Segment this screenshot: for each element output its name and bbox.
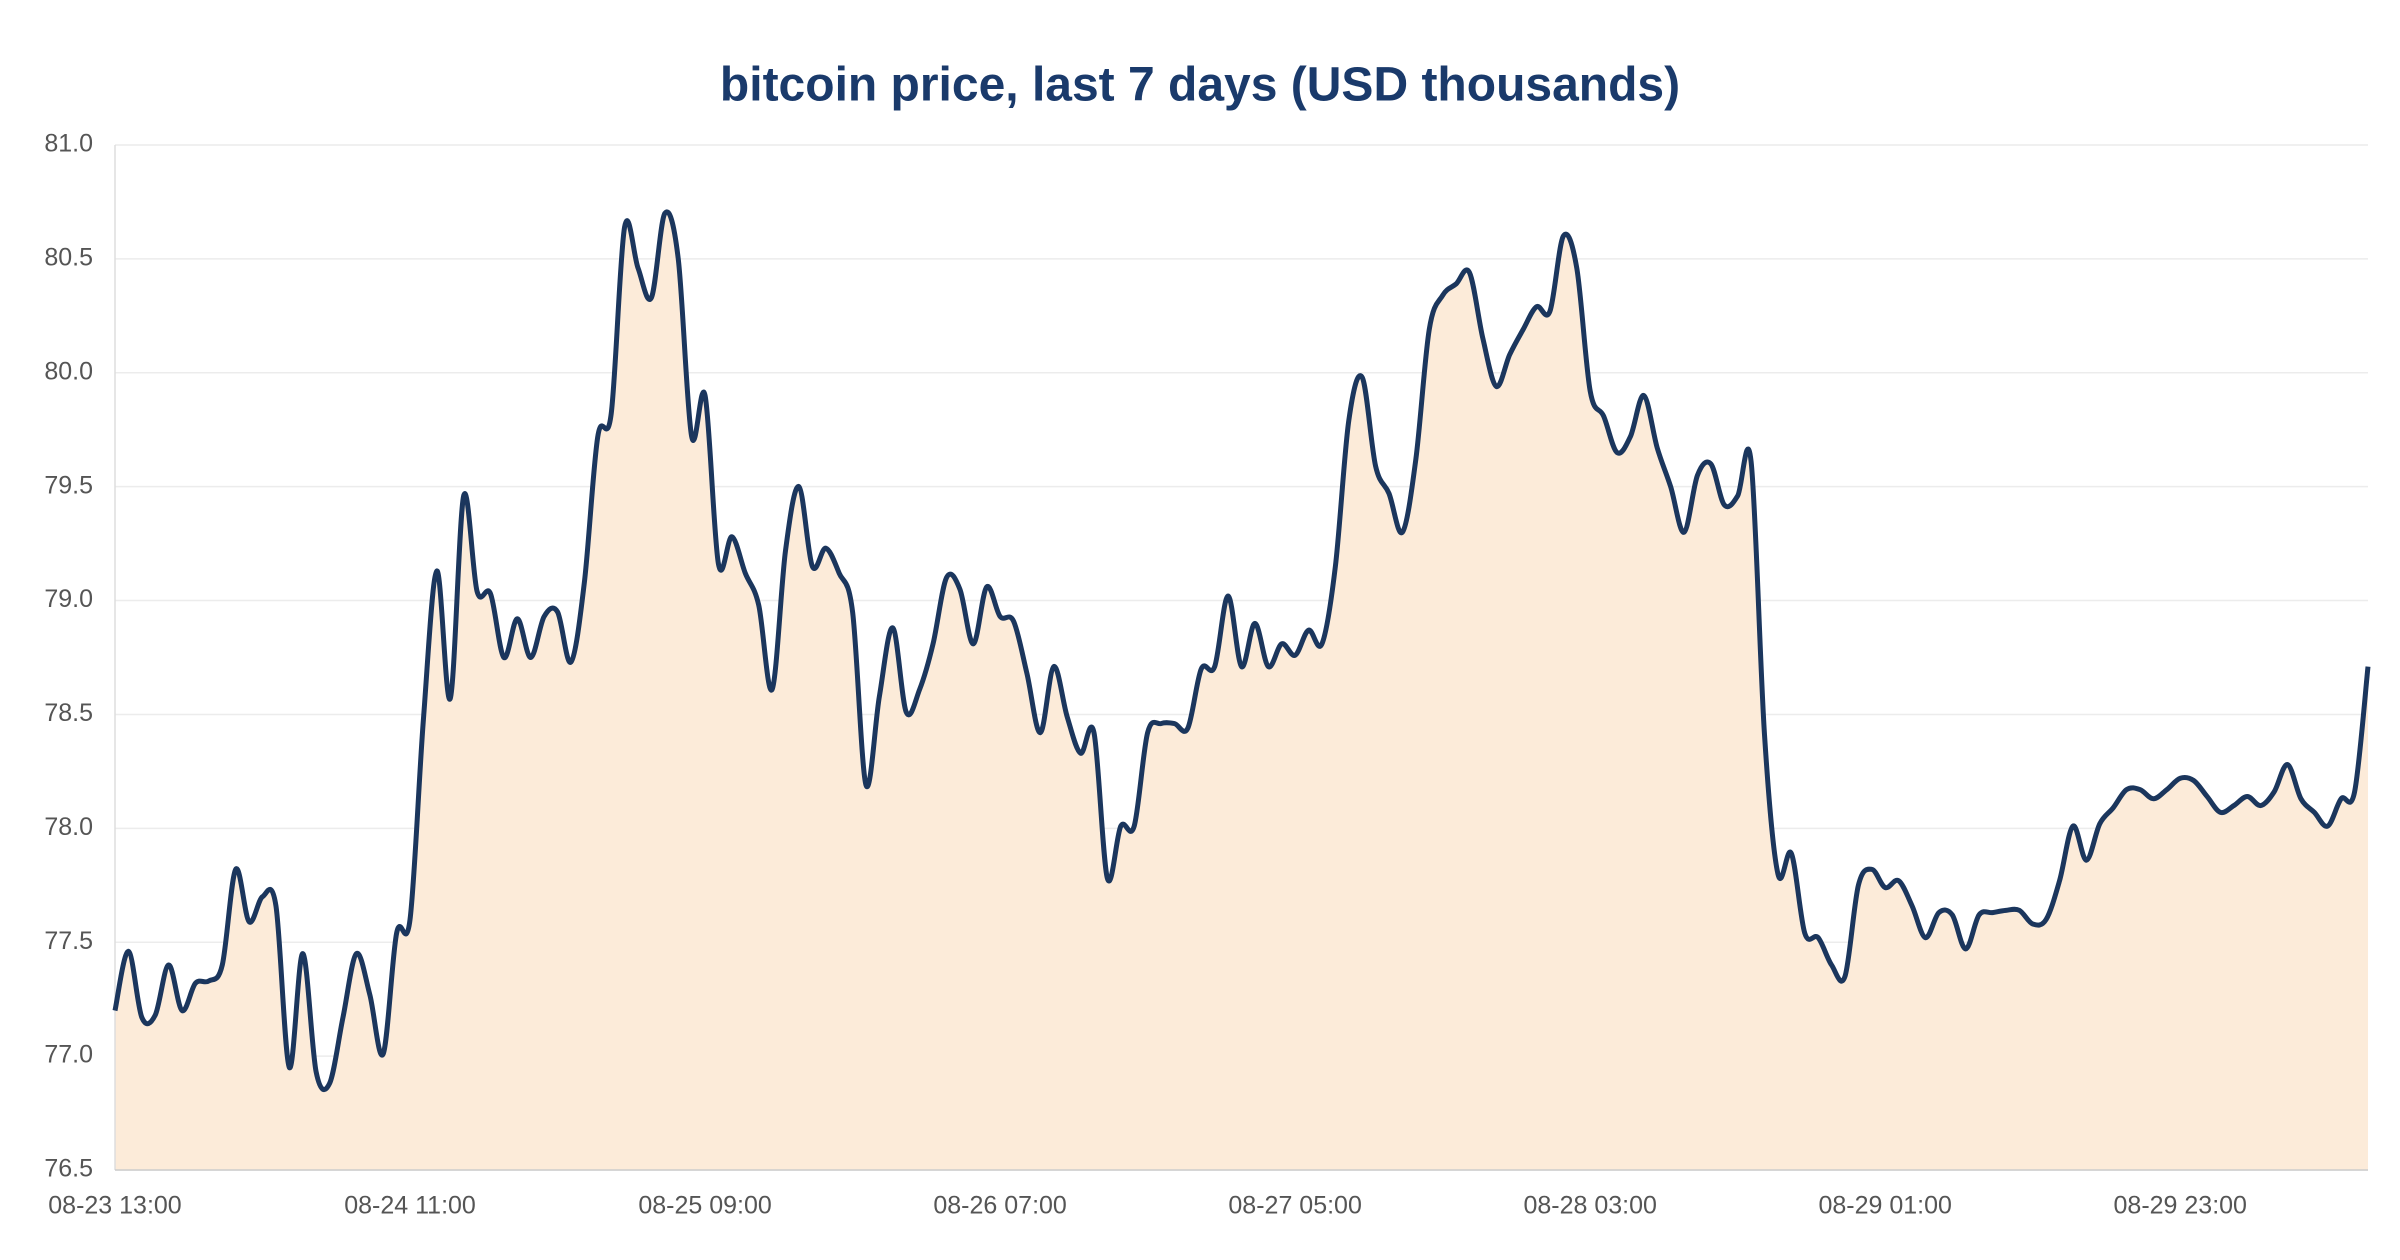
x-tick-label: 08-26 07:00 <box>933 1192 1066 1220</box>
y-tick-label: 79.0 <box>44 585 93 613</box>
x-tick-label: 08-25 09:00 <box>638 1192 771 1220</box>
y-tick-label: 77.5 <box>44 927 93 955</box>
y-tick-label: 78.5 <box>44 699 93 727</box>
chart-title: bitcoin price, last 7 days (USD thousand… <box>720 59 1680 112</box>
y-tick-label: 76.5 <box>44 1155 93 1183</box>
y-tick-label: 80.5 <box>44 243 93 271</box>
x-tick-label: 08-23 13:00 <box>48 1192 181 1220</box>
line <box>112 209 2371 1093</box>
x-tick-label: 08-24 11:00 <box>344 1192 476 1220</box>
y-tick-label: 81.0 <box>44 130 93 158</box>
y-tick-label: 80.0 <box>44 357 93 385</box>
x-tick-label: 08-29 23:00 <box>2114 1192 2247 1220</box>
x-tick-label: 08-28 03:00 <box>1523 1192 1656 1220</box>
x-tick-label: 08-29 01:00 <box>1818 1192 1951 1220</box>
x-tick-label: 08-27 05:00 <box>1228 1192 1361 1220</box>
y-tick-label: 78.0 <box>44 813 93 841</box>
area <box>115 211 2368 1170</box>
y-tick-label: 79.5 <box>44 471 93 499</box>
y-tick-label: 77.0 <box>44 1041 93 1069</box>
